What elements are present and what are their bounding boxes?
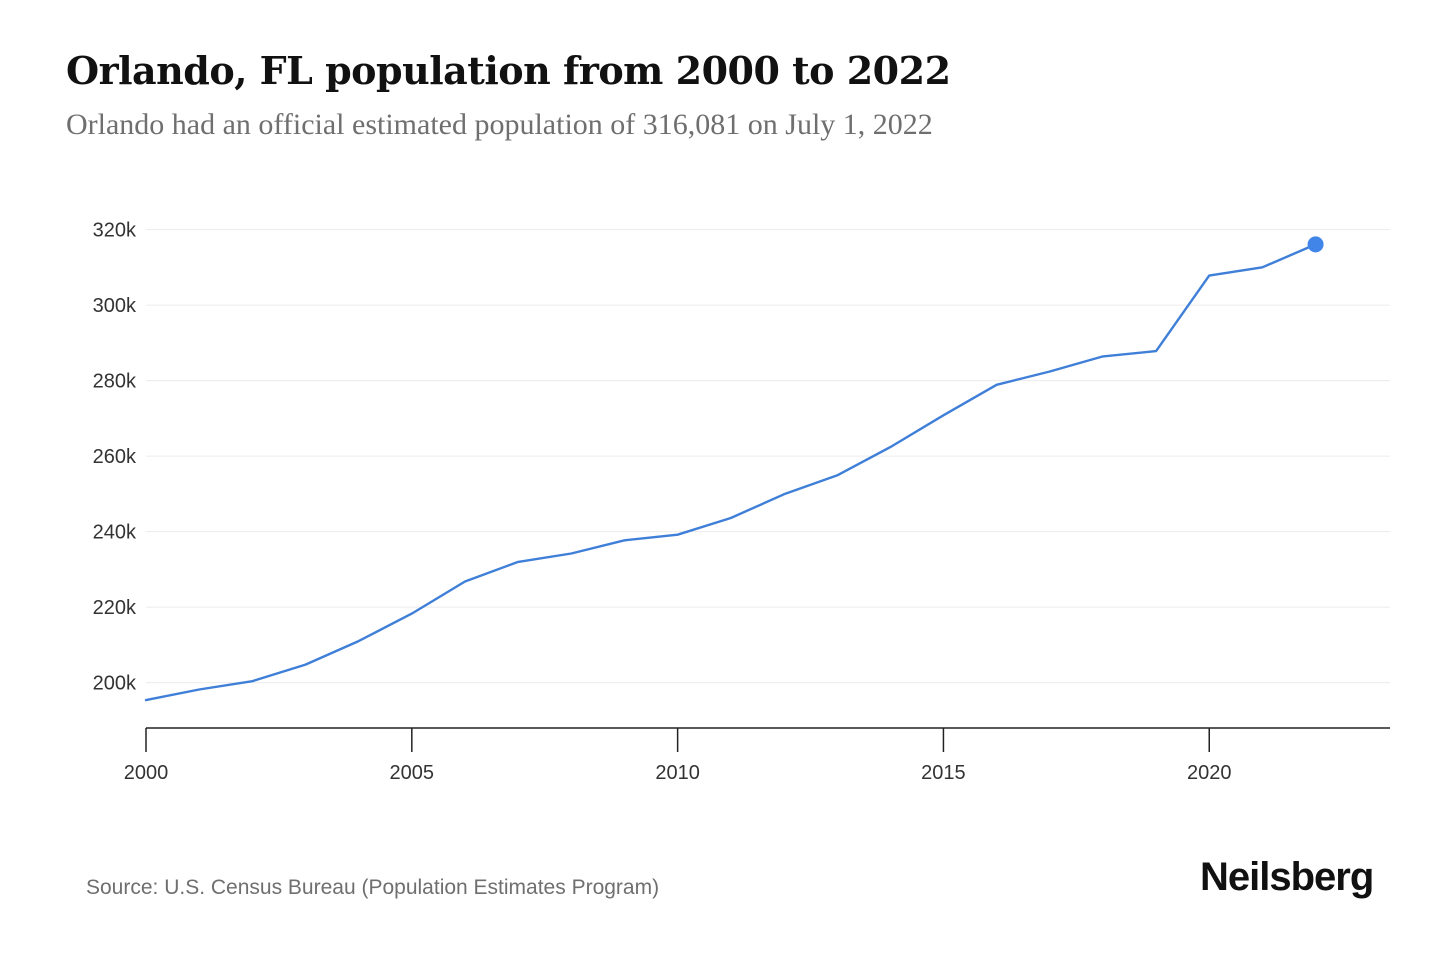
chart-title: Orlando, FL population from 2000 to 2022 <box>66 48 951 93</box>
x-tick-label: 2010 <box>655 762 700 784</box>
x-tick-label: 2015 <box>921 762 966 784</box>
x-tick-label: 2005 <box>390 762 435 784</box>
y-tick-label: 220k <box>93 597 137 619</box>
y-axis-ticks: 200k 220k 240k 260k 280k 300k 320k <box>93 220 137 695</box>
y-tick-label: 200k <box>93 673 137 695</box>
brand-logo: Neilsberg <box>1200 855 1374 899</box>
y-tick-label: 240k <box>93 522 137 544</box>
series-line <box>144 243 1317 702</box>
y-tick-label: 260k <box>93 446 137 468</box>
source-note: Source: U.S. Census Bureau (Population E… <box>86 876 660 899</box>
y-tick-label: 280k <box>93 371 137 393</box>
y-tick-label: 300k <box>93 295 137 317</box>
grid-lines <box>146 229 1390 684</box>
y-tick-label: 320k <box>93 220 137 242</box>
last-point-marker <box>1307 236 1324 253</box>
series-layer <box>144 236 1324 702</box>
x-tick-label: 2000 <box>124 762 169 784</box>
chart-subtitle: Orlando had an official estimated popula… <box>66 108 933 141</box>
x-axis: 2000 2005 2010 2015 2020 <box>124 727 1390 784</box>
x-tick-label: 2020 <box>1187 762 1232 784</box>
